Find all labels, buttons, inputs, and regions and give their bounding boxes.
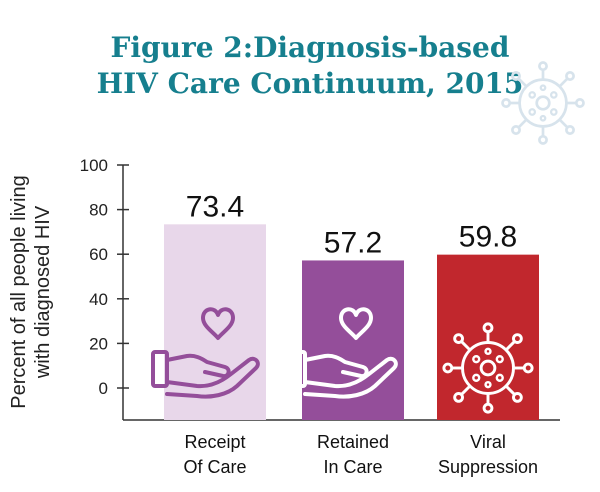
category-label: Receipt <box>184 432 245 452</box>
value-label: 59.8 <box>459 221 517 254</box>
category-label: Suppression <box>438 457 538 477</box>
category-label: In Care <box>323 457 382 477</box>
y-axis-label-line-2: with diagnosed HIV <box>32 205 54 379</box>
y-tick-label: 60 <box>89 245 108 264</box>
y-tick-label: 40 <box>89 290 108 309</box>
category-label: Of Care <box>183 457 246 477</box>
value-label: 73.4 <box>186 190 244 223</box>
y-tick-label: 80 <box>89 201 108 220</box>
category-label: Viral <box>470 432 506 452</box>
y-axis-ticks: 0 20 40 60 80 100 <box>80 156 129 398</box>
y-axis-label-line-1: Percent of all people living <box>8 175 30 408</box>
y-axis-label: Percent of all people living with diagno… <box>8 175 54 408</box>
chart-title-line-1: Figure 2:Diagnosis-based <box>110 31 510 64</box>
category-label: Retained <box>317 432 389 452</box>
value-label: 57.2 <box>324 226 382 259</box>
value-labels: 73.4 57.2 59.8 <box>186 190 517 259</box>
y-tick-label: 20 <box>89 334 108 353</box>
chart-title-line-2: HIV Care Continuum, 2015 <box>96 67 524 100</box>
category-labels: Receipt Of Care Retained In Care Viral Suppre… <box>183 432 538 477</box>
virus-decoration-icon <box>501 61 585 145</box>
y-tick-label: 100 <box>80 156 108 175</box>
bar <box>164 224 266 420</box>
y-tick-label: 0 <box>99 379 108 398</box>
chart-title: Figure 2:Diagnosis-based HIV Care Contin… <box>0 30 600 102</box>
